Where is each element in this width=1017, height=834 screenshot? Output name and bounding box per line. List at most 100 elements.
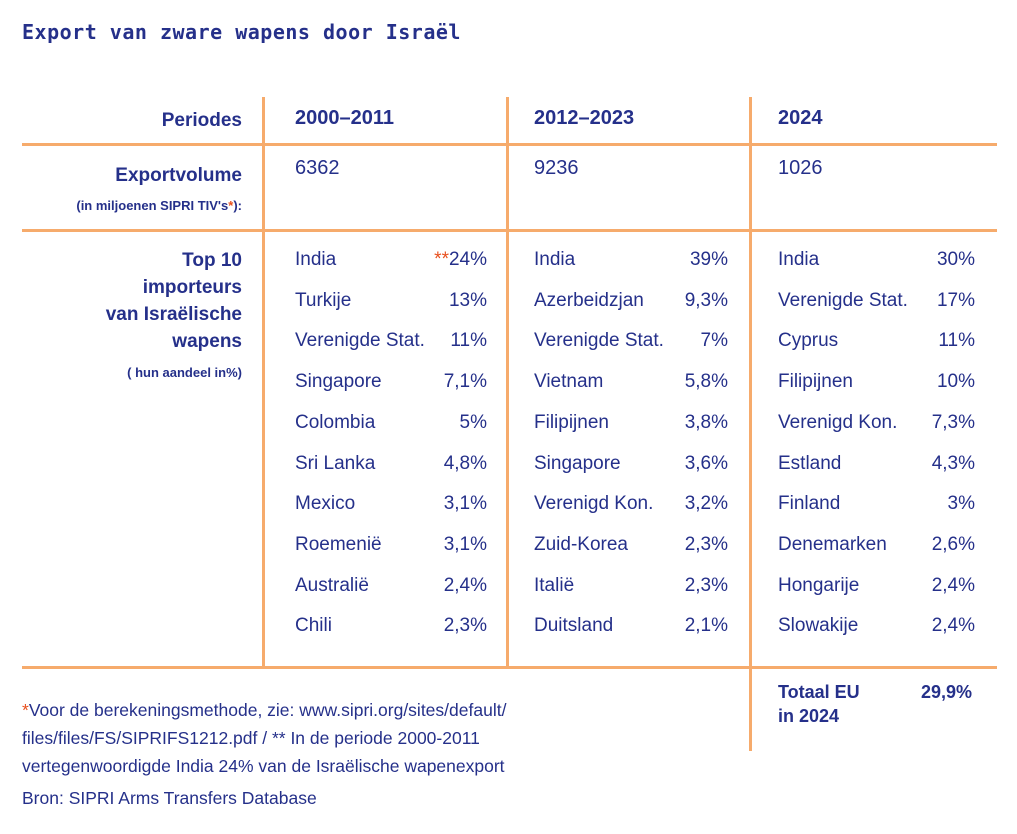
eu-total-value: 29,9% <box>920 682 972 702</box>
page-title: Export van zware wapens door Israël <box>22 20 461 44</box>
importer-row: Verenigde Stat. 11% <box>295 328 487 354</box>
share-value: 2,6% <box>932 532 975 558</box>
importer-row: Singapore 7,1% <box>295 369 487 395</box>
share-percent: 2,4% <box>931 615 975 637</box>
period-header: 2024 <box>778 107 823 129</box>
share-percent: 3% <box>947 493 975 515</box>
importer-row: Finland 3% <box>778 491 975 517</box>
country-name: Verenigd Kon. <box>534 493 654 515</box>
share-value: 30% <box>937 247 975 273</box>
share-value: 5% <box>460 410 487 436</box>
country-name: Azerbeidzjan <box>534 289 644 311</box>
importer-row: Roemenië 3,1% <box>295 532 487 558</box>
share-percent: 2,3% <box>443 615 487 637</box>
importer-row: Singapore 3,6% <box>534 451 728 477</box>
country-name: India <box>534 249 576 270</box>
country-name: Verenigde Stat. <box>534 330 664 352</box>
country-name: Zuid-Korea <box>534 533 628 555</box>
footnote-line: files/files/FS/SIPRIFS1212.pdf / ** In d… <box>22 728 480 748</box>
share-percent: 2,4% <box>931 574 975 596</box>
eu-total-label: Totaal EU <box>778 682 860 702</box>
country-name: Singapore <box>295 371 382 393</box>
country-name: Verenigde Stat. <box>295 330 425 352</box>
column-divider <box>506 97 509 669</box>
share-percent: 2,4% <box>443 574 487 596</box>
importer-row: Sri Lanka 4,8% <box>295 451 487 477</box>
importer-row: Turkije 13% <box>295 288 487 314</box>
footnote-marker: * <box>22 700 29 720</box>
importer-row: Vietnam 5,8% <box>534 369 728 395</box>
share-percent: 2,6% <box>931 533 975 555</box>
importer-row: Verenigd Kon. 7,3% <box>778 410 975 436</box>
share-value: 2,3% <box>685 573 728 599</box>
country-name: Estland <box>778 452 842 474</box>
share-percent: 3,6% <box>684 452 728 474</box>
share-value: 11% <box>450 328 487 354</box>
volume-unit-text: (in miljoenen SIPRI TIV's <box>76 198 229 213</box>
share-value: 13% <box>449 288 487 314</box>
eu-total: Totaal EU in 2024 29,9% <box>778 680 972 728</box>
share-value: 2,4% <box>444 573 487 599</box>
export-volume: 1026 <box>778 157 823 179</box>
country-name: Slowakije <box>778 615 859 637</box>
country-name: Verenigd Kon. <box>778 411 898 433</box>
importer-row: Hongarije 2,4% <box>778 573 975 599</box>
top10-line: importeurs <box>142 277 242 298</box>
share-percent: 11% <box>938 330 975 352</box>
importer-row: Duitsland 2,1% <box>534 613 728 639</box>
share-percent: 2,3% <box>684 533 728 555</box>
share-value: 3,6% <box>685 451 728 477</box>
top10-line: Top 10 <box>182 250 242 271</box>
share-percent: 10% <box>936 371 975 393</box>
share-percent: 2,3% <box>684 574 728 596</box>
share-percent: 24% <box>448 249 487 270</box>
importer-row: Denemarken 2,6% <box>778 532 975 558</box>
share-value: 7% <box>701 328 728 354</box>
importer-row: Mexico 3,1% <box>295 491 487 517</box>
country-name: Vietnam <box>534 371 604 393</box>
importer-row: Colombia 5% <box>295 410 487 436</box>
country-name: Singapore <box>534 452 621 474</box>
importer-row: Australië 2,4% <box>295 573 487 599</box>
share-value: 39% <box>690 247 728 273</box>
share-percent: 5,8% <box>684 371 728 393</box>
share-percent: 2,1% <box>684 615 728 637</box>
importer-row: Slowakije 2,4% <box>778 613 975 639</box>
source: Bron: SIPRI Arms Transfers Database <box>22 788 317 808</box>
share-value: 5,8% <box>685 369 728 395</box>
share-percent: 30% <box>936 249 975 270</box>
volume-unit-text: ): <box>233 198 242 213</box>
period-header: 2000–2011 <box>295 107 395 129</box>
share-percent: 4,3% <box>931 452 975 474</box>
footnote: *Voor de berekeningsmethode, zie: www.si… <box>22 696 642 780</box>
country-name: Sri Lanka <box>295 452 376 474</box>
share-value: 3,8% <box>685 410 728 436</box>
country-name: Cyprus <box>778 330 839 352</box>
export-volume: 6362 <box>295 157 340 179</box>
share-percent: 39% <box>689 249 728 270</box>
importer-row: Verenigde Stat. 17% <box>778 288 975 314</box>
share-percent: 3,1% <box>443 533 487 555</box>
top10-label: Top 10 importeurs van Israëlische wapens… <box>106 247 242 386</box>
share-percent: 17% <box>936 289 975 311</box>
importer-row: India **24% <box>295 247 487 273</box>
share-value: **24% <box>434 247 487 273</box>
eu-total-label: in 2024 <box>778 706 840 726</box>
country-name: Duitsland <box>534 615 614 637</box>
share-value: 2,1% <box>685 613 728 639</box>
share-value: 3,1% <box>444 491 487 517</box>
share-value: 7,1% <box>444 369 487 395</box>
top10-line: wapens <box>172 331 242 352</box>
share-value: 11% <box>938 328 975 354</box>
footnote-line: vertegenwoordigde India 24% van de Israë… <box>22 756 505 776</box>
country-name: Australië <box>295 574 369 596</box>
share-percent: 11% <box>450 330 487 352</box>
volume-label: Exportvolume <box>115 165 242 186</box>
share-value: 2,4% <box>932 613 975 639</box>
share-value: 10% <box>937 369 975 395</box>
divider-volume <box>22 229 997 232</box>
importer-row: Chili 2,3% <box>295 613 487 639</box>
importer-row: Zuid-Korea 2,3% <box>534 532 728 558</box>
importer-row: Filipijnen 10% <box>778 369 975 395</box>
share-percent: 3,8% <box>684 411 728 433</box>
